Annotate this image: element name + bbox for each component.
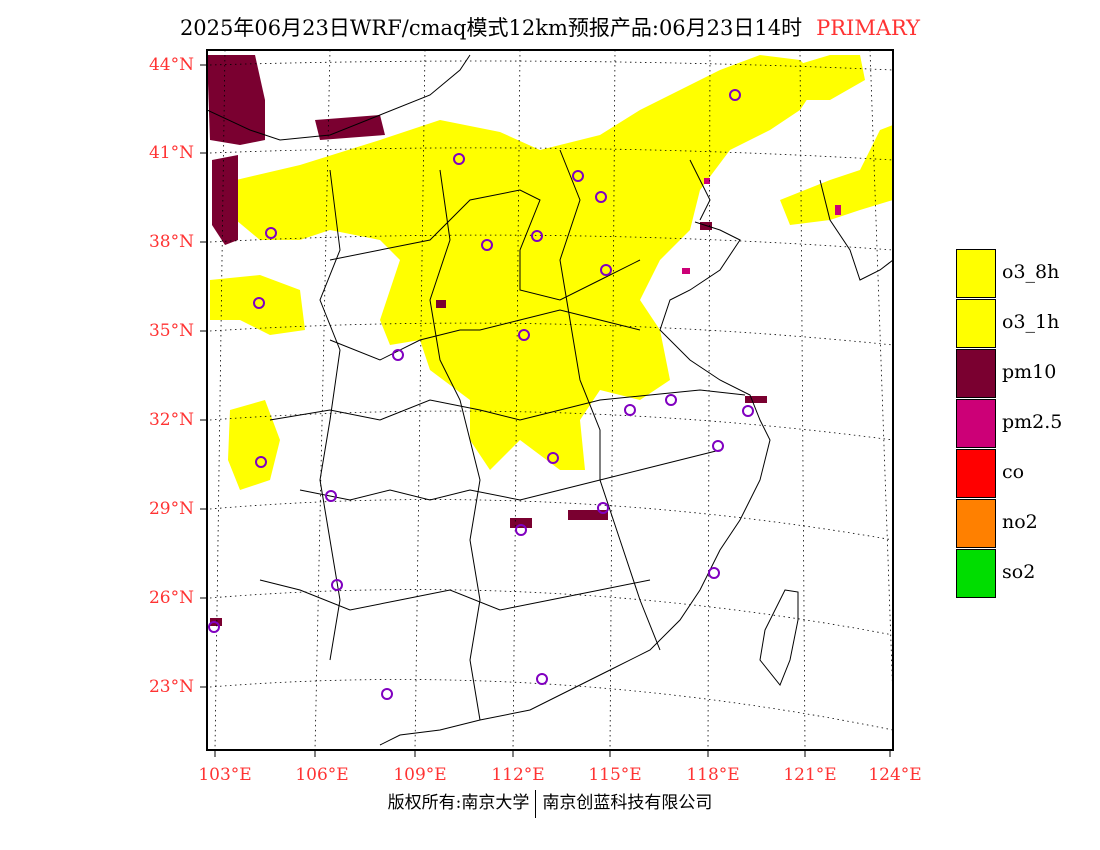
chart-title: 2025年06月23日WRF/cmaq模式12km预报产品:06月23日14时 P… <box>0 12 1100 42</box>
legend-label: pm2.5 <box>1002 411 1063 433</box>
station-marker <box>536 673 548 685</box>
station-marker <box>742 405 754 417</box>
station-marker <box>325 490 337 502</box>
station-layer <box>208 89 754 700</box>
province-border-5 <box>559 149 661 651</box>
lon-label: 103°E <box>198 765 252 785</box>
o3-region-west <box>210 275 305 335</box>
taiwan-outline <box>759 589 799 686</box>
legend-label: pm10 <box>1002 361 1057 383</box>
lat-label: 26°N <box>148 588 194 608</box>
legend-label: o3_8h <box>1002 261 1060 283</box>
station-marker <box>729 89 741 101</box>
legend-label: co <box>1002 461 1025 483</box>
legend-label: no2 <box>1002 511 1038 533</box>
legend-swatch <box>956 499 996 548</box>
lon-label: 106°E <box>295 765 349 785</box>
copyright-footer: 版权所有:南京大学 南京创蓝科技有限公司 <box>0 788 1100 818</box>
legend-swatch <box>956 249 996 298</box>
lat-label: 35°N <box>148 321 194 341</box>
station-marker <box>392 349 404 361</box>
legend-label: o3_1h <box>1002 311 1060 333</box>
yellow-river <box>329 189 641 301</box>
footer-separator <box>535 789 537 818</box>
province-border-6 <box>319 169 341 661</box>
station-marker <box>515 524 527 536</box>
station-marker <box>253 297 265 309</box>
yangtze-river <box>269 389 746 421</box>
station-marker <box>712 440 724 452</box>
station-marker <box>208 621 220 633</box>
station-marker <box>518 329 530 341</box>
o3-region-layer <box>210 55 893 490</box>
lon-label: 115°E <box>588 765 642 785</box>
pm10-region-nw <box>207 55 265 145</box>
station-marker <box>708 567 720 579</box>
lat-label: 32°N <box>148 410 194 430</box>
korea-coast <box>819 179 893 281</box>
lon-label: 124°E <box>868 765 922 785</box>
lat-label: 23°N <box>148 677 194 697</box>
pm25-region-layer <box>682 178 841 274</box>
lon-label: 112°E <box>491 765 545 785</box>
station-marker <box>572 170 584 182</box>
station-marker <box>255 456 267 468</box>
lon-label: 118°E <box>686 765 740 785</box>
province-border-2 <box>299 449 721 501</box>
copyright-left: 版权所有:南京大学 <box>387 793 530 813</box>
o3-region-northeast <box>780 125 893 225</box>
coastline <box>379 221 771 746</box>
bohai-coast <box>689 159 711 221</box>
station-marker <box>547 452 559 464</box>
province-border-4 <box>429 169 481 721</box>
title-main: 2025年06月23日WRF/cmaq模式12km预报产品:06月23日14时 <box>179 16 803 40</box>
legend-swatch <box>956 399 996 448</box>
station-marker <box>665 394 677 406</box>
station-marker <box>381 688 393 700</box>
station-marker <box>624 404 636 416</box>
o3-region-sichuan <box>228 400 280 490</box>
station-marker <box>597 502 609 514</box>
lat-label: 41°N <box>148 143 194 163</box>
lat-label: 44°N <box>148 55 194 75</box>
o3-region-north <box>236 55 820 470</box>
graticule-layer <box>209 50 893 750</box>
lon-label: 109°E <box>393 765 447 785</box>
copyright-right: 南京创蓝科技有限公司 <box>542 793 713 813</box>
national-border <box>207 54 471 141</box>
station-marker <box>331 579 343 591</box>
lat-label: 29°N <box>148 499 194 519</box>
station-marker <box>453 153 465 165</box>
pm10-region-west <box>212 155 238 245</box>
legend-swatch <box>956 549 996 598</box>
title-primary-tag: PRIMARY <box>816 16 921 40</box>
station-marker <box>531 230 543 242</box>
station-marker <box>600 264 612 276</box>
station-marker <box>265 227 277 239</box>
lon-label: 121°E <box>783 765 837 785</box>
tick-marks <box>200 64 891 757</box>
legend-label: so2 <box>1002 561 1036 583</box>
lat-label: 38°N <box>148 232 194 252</box>
legend-swatch <box>956 349 996 398</box>
map-frame <box>206 49 894 751</box>
legend-swatch <box>956 449 996 498</box>
station-marker <box>595 191 607 203</box>
legend-swatch <box>956 299 996 348</box>
station-marker <box>481 239 493 251</box>
